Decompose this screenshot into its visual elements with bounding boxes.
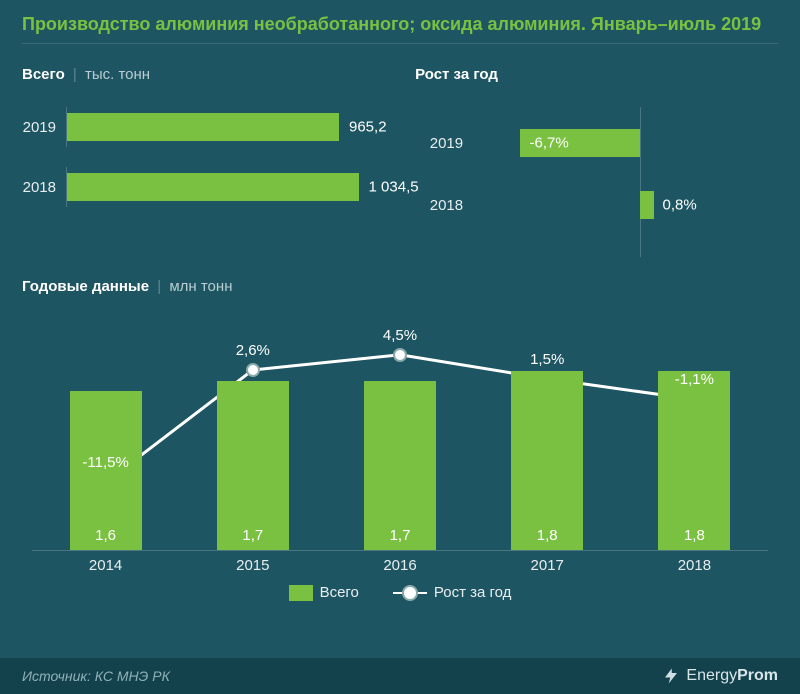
growth-value-label: -6,7% — [529, 135, 568, 152]
growth-title: Рост за год — [415, 66, 498, 83]
growth-bar-row: 2018 0,8% — [415, 191, 778, 219]
annual-line-label: 1,5% — [530, 351, 564, 368]
source-text: Источник: КС МНЭ РК — [22, 668, 170, 684]
annual-unit: млн тонн — [169, 278, 232, 295]
bolt-icon — [662, 667, 680, 685]
total-value-label: 965,2 — [349, 119, 387, 136]
annual-line-label: 4,5% — [383, 327, 417, 344]
annual-line-label: 2,6% — [236, 342, 270, 359]
legend-bar-swatch — [289, 585, 313, 601]
growth-bar-row: 2019 -6,7% — [415, 129, 778, 157]
growth-panel: Рост за год 2019 -6,7% 2018 0,8% — [415, 66, 778, 266]
total-panel: Всего | тыс. тонн 2019965,220181 034,5 — [22, 66, 415, 266]
total-value-label: 1 034,5 — [369, 179, 419, 196]
growth-year-label: 2018 — [415, 197, 463, 214]
total-bar-row: 2019 965,2 — [22, 107, 415, 147]
annual-xaxis-label: 2016 — [326, 557, 473, 574]
annual-bar: 1,8 — [658, 371, 730, 550]
annual-line-label: -11,5% — [82, 454, 128, 471]
annual-xaxis-label: 2017 — [474, 557, 621, 574]
annual-xaxis-label: 2014 — [32, 557, 179, 574]
chart-title: Производство алюминия необработанного; о… — [22, 14, 778, 44]
annual-panel: Годовые данные | млн тонн 1,6-11,5%1,72,… — [22, 278, 778, 601]
total-bar — [67, 173, 359, 201]
growth-bar — [640, 191, 654, 219]
legend-line: Рост за год — [393, 584, 512, 601]
growth-value-label: 0,8% — [662, 197, 696, 214]
annual-bar: 1,7 — [217, 381, 289, 550]
legend-bar: Всего — [289, 584, 359, 601]
annual-bar-label: 1,8 — [537, 527, 558, 544]
annual-bar-label: 1,7 — [390, 527, 411, 544]
footer: Источник: КС МНЭ РК EnergyProm — [0, 658, 800, 694]
annual-bar-label: 1,6 — [95, 527, 116, 544]
total-unit: тыс. тонн — [85, 66, 150, 83]
total-title: Всего — [22, 66, 65, 83]
annual-bar-label: 1,7 — [242, 527, 263, 544]
total-bar — [67, 113, 339, 141]
annual-line-label: -1,1% — [675, 371, 714, 388]
total-year-label: 2019 — [22, 119, 66, 136]
brand-logo: EnergyProm — [662, 667, 778, 685]
annual-bar-label: 1,8 — [684, 527, 705, 544]
total-bar-row: 20181 034,5 — [22, 167, 415, 207]
legend: Всего Рост за год — [22, 584, 778, 601]
growth-year-label: 2019 — [415, 135, 463, 152]
annual-title: Годовые данные — [22, 278, 149, 295]
legend-line-swatch — [393, 592, 427, 594]
annual-bar: 1,7 — [364, 381, 436, 550]
total-year-label: 2018 — [22, 179, 66, 196]
annual-xaxis-label: 2015 — [179, 557, 326, 574]
annual-xaxis-label: 2018 — [621, 557, 768, 574]
annual-bar: 1,8 — [511, 371, 583, 550]
